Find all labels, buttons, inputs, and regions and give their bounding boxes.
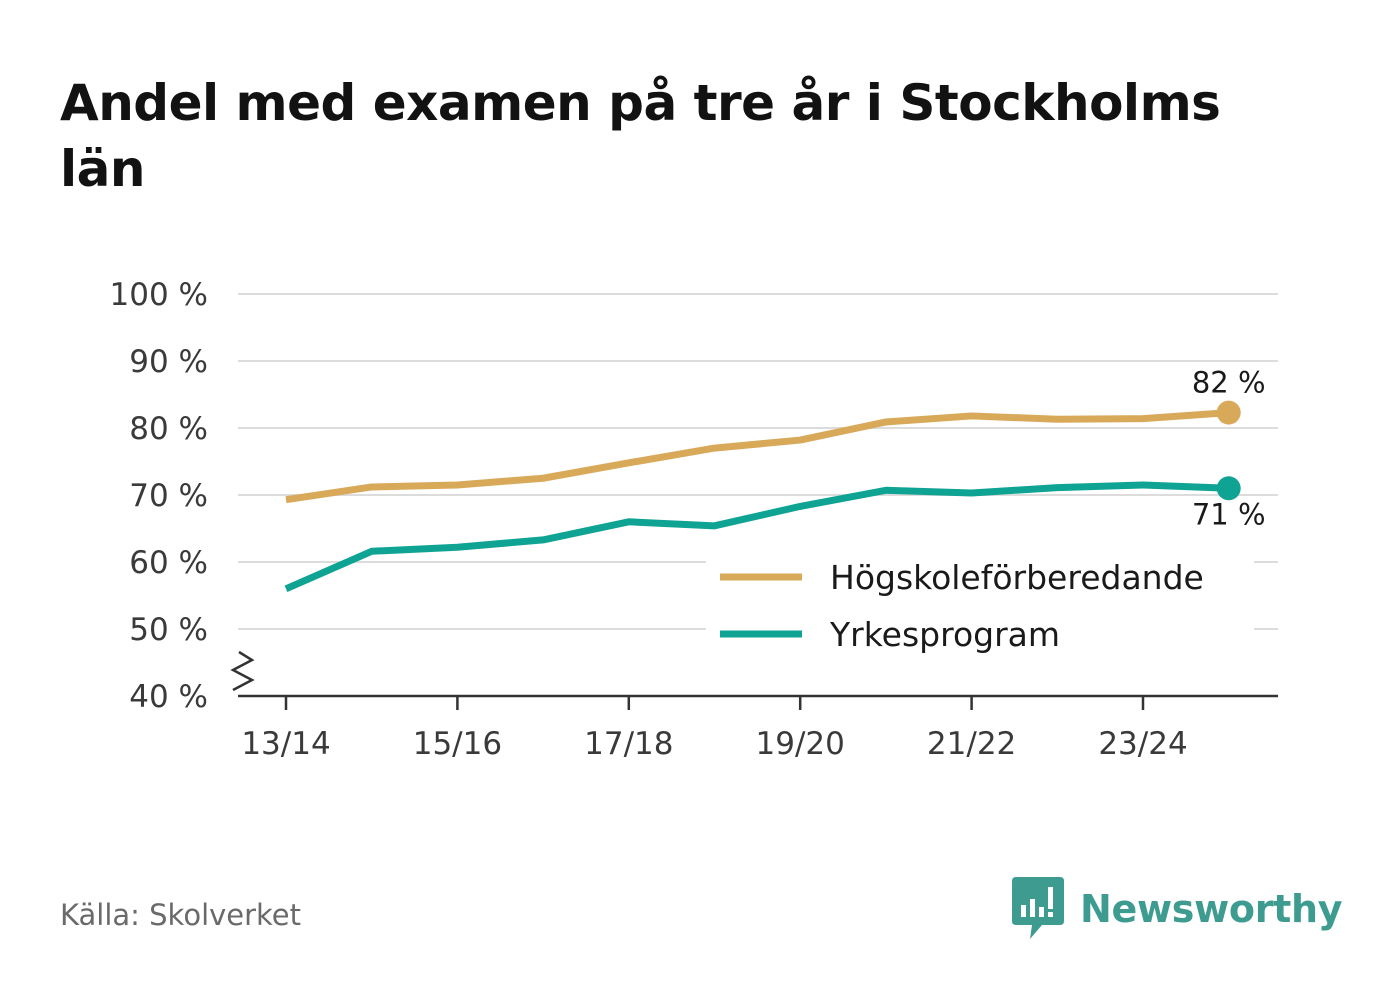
legend-label-0: Högskoleförberedande [830, 558, 1204, 597]
source-note: Källa: Skolverket [60, 898, 302, 932]
y-tick-label: 40 % [129, 679, 208, 715]
axis-break-icon [230, 650, 255, 692]
x-tick-label: 21/22 [927, 726, 1016, 762]
series-line-0 [285, 409, 1229, 504]
x-tick-label: 19/20 [756, 726, 845, 762]
series-lines [284, 400, 1241, 593]
y-tick-label: 60 % [129, 545, 208, 581]
y-tick-label: 80 % [129, 411, 208, 447]
series-end-label-1: 71 % [1192, 497, 1266, 531]
brand-logo: Newsworthy [1012, 877, 1343, 941]
y-tick-label: 100 % [110, 277, 208, 313]
bar-chart-speech-bubble-icon [1012, 877, 1064, 939]
y-tick-label: 70 % [129, 478, 208, 514]
axes: 40 % 50 % 60 % 70 % 80 % 90 % 100 % 13/14 15/16 1… [110, 277, 1278, 762]
series-end-marker-0 [1216, 400, 1241, 425]
end-labels: 82 % 71 % [1192, 366, 1266, 532]
chart-title: Andel med examen på tre år i Stockholms … [60, 74, 1221, 198]
legend: Högskoleförberedande Yrkesprogram [706, 548, 1254, 660]
x-tick-label: 15/16 [413, 726, 502, 762]
x-tick-label: 23/24 [1098, 726, 1187, 762]
series-end-marker-1 [1216, 476, 1241, 501]
x-tick-label: 13/14 [241, 726, 330, 762]
x-tick-label: 17/18 [584, 726, 673, 762]
legend-label-1: Yrkesprogram [829, 615, 1060, 654]
y-tick-label: 50 % [129, 612, 208, 648]
series-line-1 [284, 481, 1229, 593]
series-end-label-0: 82 % [1192, 366, 1266, 400]
y-tick-label: 90 % [129, 344, 208, 380]
brand-name: Newsworthy [1080, 887, 1343, 931]
legend-background [706, 548, 1254, 660]
